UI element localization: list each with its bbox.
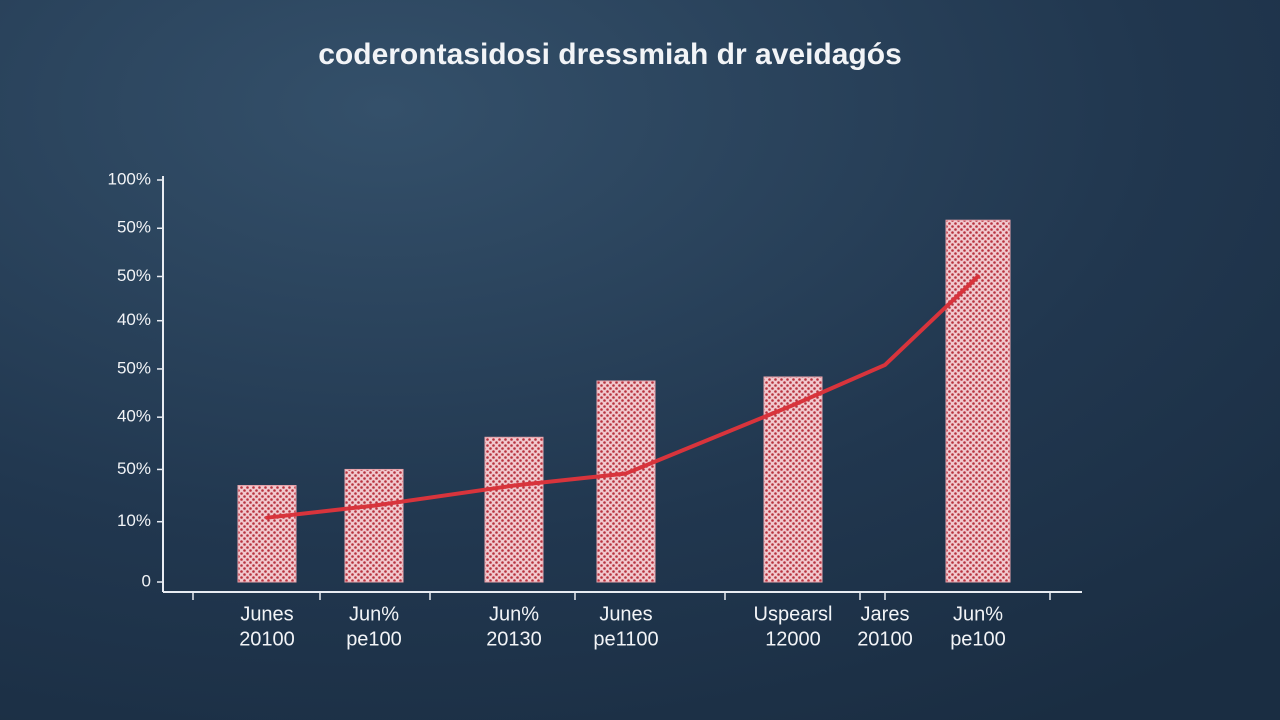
x-tick-label: Jun% [349,603,399,625]
x-tick-label: 20130 [486,628,542,650]
x-tick-label: pe1100 [593,628,658,650]
bar [484,436,544,583]
x-tick-label: Uspearsl [754,603,833,625]
bar [945,219,1011,583]
y-tick-label: 10% [117,511,151,530]
bar [596,380,656,583]
x-tick-label: 20100 [857,628,913,650]
x-tick-label: Junes [240,603,293,625]
y-tick-label: 50% [117,459,151,478]
line [265,274,980,520]
bar [344,468,404,583]
x-tick-label: 12000 [765,628,821,650]
x-axis-ticks [192,592,1051,600]
y-tick-label: 100% [108,169,151,188]
chart-title: coderontasidosi dressmiah dr aveidagós [318,38,902,71]
x-tick-label: Junes [599,603,652,625]
x-tick-label: 20100 [239,628,295,650]
x-tick-label: Jares [861,603,910,625]
x-tick-label: Jun% [489,603,539,625]
x-tick-label: pe100 [346,628,402,650]
bar [763,376,823,583]
bar [237,485,297,583]
y-tick-label: 50% [117,358,151,377]
x-tick-label: pe100 [950,628,1006,650]
y-tick-label: 50% [117,266,151,285]
y-tick-label: 40% [117,310,151,329]
y-tick-label: 40% [117,407,151,426]
y-tick-label: 0 [142,571,151,590]
y-tick-label: 50% [117,218,151,237]
x-tick-label: Jun% [953,603,1003,625]
